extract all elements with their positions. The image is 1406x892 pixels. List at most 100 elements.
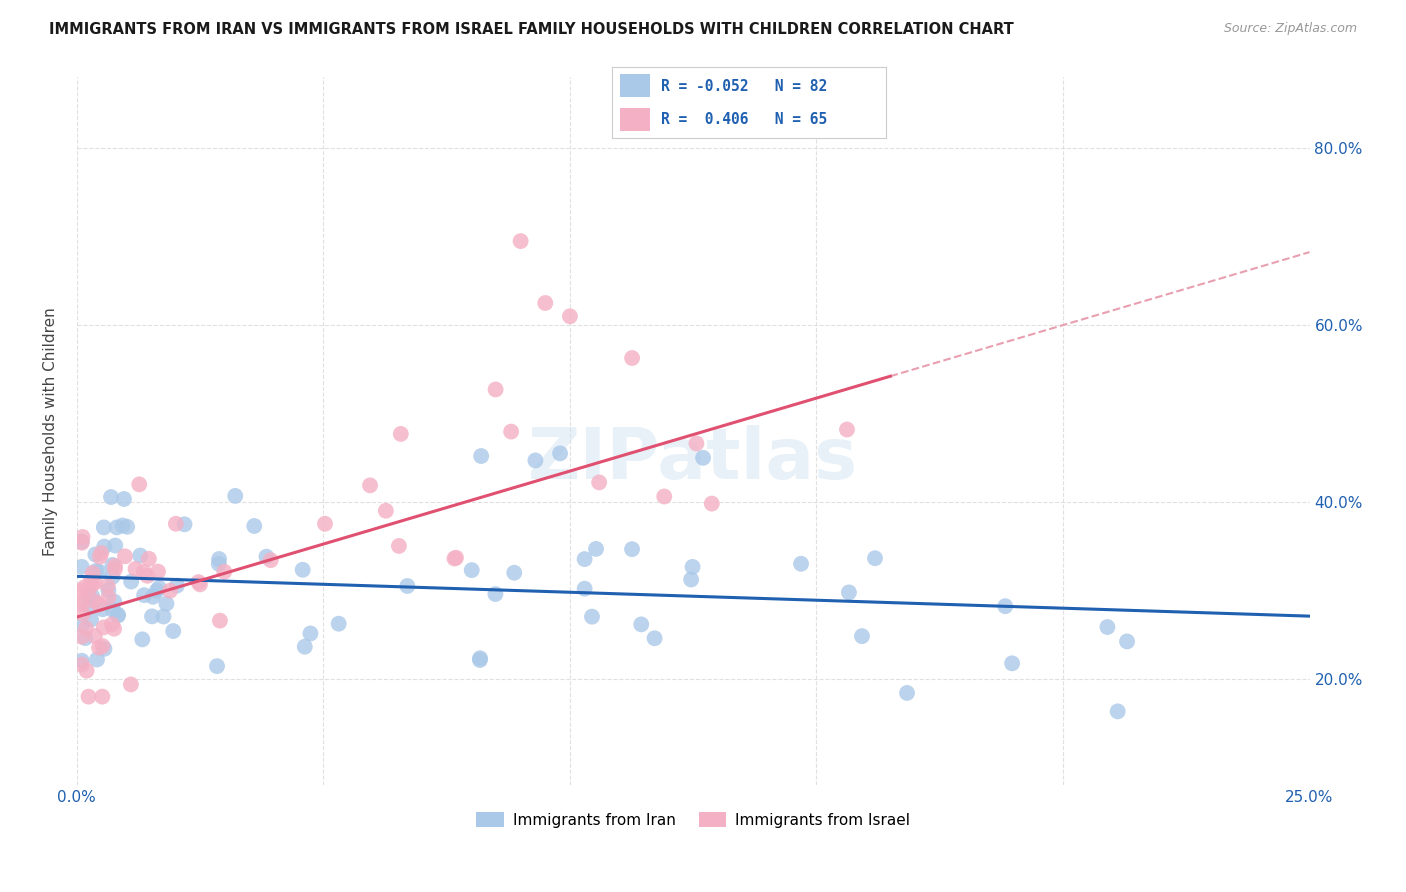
Point bbox=[896, 686, 918, 700]
Point bbox=[70, 630, 93, 644]
Point bbox=[166, 579, 188, 593]
Point bbox=[70, 559, 93, 574]
Point bbox=[104, 559, 127, 574]
Point bbox=[588, 475, 610, 490]
Bar bbox=[620, 108, 650, 131]
Point bbox=[84, 564, 107, 578]
Point bbox=[100, 490, 122, 504]
Point bbox=[214, 565, 236, 579]
Point bbox=[155, 597, 177, 611]
Point bbox=[138, 551, 160, 566]
Point bbox=[146, 583, 169, 598]
Point bbox=[75, 621, 97, 635]
Point bbox=[101, 617, 124, 632]
Point bbox=[685, 436, 707, 450]
Point bbox=[468, 651, 491, 665]
Point bbox=[388, 539, 411, 553]
Point bbox=[558, 310, 581, 324]
Point bbox=[621, 351, 644, 365]
Point bbox=[484, 383, 506, 397]
Point bbox=[461, 563, 484, 577]
Point bbox=[103, 622, 125, 636]
Point bbox=[97, 591, 120, 605]
Legend: Immigrants from Iran, Immigrants from Israel: Immigrants from Iran, Immigrants from Is… bbox=[470, 806, 917, 834]
Point bbox=[87, 640, 110, 655]
Point bbox=[129, 549, 152, 563]
Point bbox=[80, 578, 103, 592]
Point bbox=[141, 609, 163, 624]
Point bbox=[374, 504, 396, 518]
Point bbox=[443, 551, 465, 566]
Point bbox=[120, 574, 142, 589]
Point bbox=[134, 588, 156, 602]
Point bbox=[396, 579, 419, 593]
Point bbox=[294, 640, 316, 654]
Point bbox=[509, 234, 531, 248]
Point bbox=[173, 517, 195, 532]
Point bbox=[291, 563, 314, 577]
Point bbox=[89, 565, 111, 579]
Point bbox=[863, 551, 886, 566]
Point bbox=[82, 566, 104, 581]
Point bbox=[114, 549, 136, 564]
Point bbox=[107, 608, 129, 623]
Point bbox=[256, 549, 278, 564]
Point bbox=[208, 614, 231, 628]
Point bbox=[75, 631, 97, 645]
Point bbox=[70, 654, 93, 668]
Point bbox=[470, 449, 492, 463]
Point bbox=[83, 629, 105, 643]
Point bbox=[93, 520, 115, 534]
Point bbox=[111, 518, 134, 533]
Point bbox=[159, 583, 181, 598]
Point bbox=[165, 516, 187, 531]
Point bbox=[70, 593, 93, 607]
Point bbox=[89, 598, 111, 612]
Point bbox=[132, 565, 155, 579]
Point bbox=[468, 653, 491, 667]
Point bbox=[83, 575, 105, 590]
Point bbox=[70, 583, 93, 598]
Point bbox=[148, 581, 170, 595]
Point bbox=[80, 613, 103, 627]
Point bbox=[70, 619, 93, 633]
Point bbox=[994, 599, 1017, 614]
Point bbox=[187, 575, 209, 590]
Point bbox=[524, 453, 547, 467]
Text: R =  0.406   N = 65: R = 0.406 N = 65 bbox=[661, 112, 827, 128]
Point bbox=[93, 641, 115, 656]
Point bbox=[835, 423, 858, 437]
Point bbox=[124, 562, 146, 576]
Point bbox=[548, 446, 571, 460]
Point bbox=[208, 557, 231, 571]
Point bbox=[299, 626, 322, 640]
Point bbox=[851, 629, 873, 643]
Text: IMMIGRANTS FROM IRAN VS IMMIGRANTS FROM ISRAEL FAMILY HOUSEHOLDS WITH CHILDREN C: IMMIGRANTS FROM IRAN VS IMMIGRANTS FROM … bbox=[49, 22, 1014, 37]
Point bbox=[585, 541, 607, 556]
Point bbox=[224, 489, 246, 503]
Point bbox=[83, 594, 105, 608]
Point bbox=[86, 652, 108, 666]
Point bbox=[621, 542, 644, 557]
Point bbox=[93, 620, 115, 634]
Point bbox=[105, 520, 128, 534]
Point bbox=[90, 546, 112, 560]
Point bbox=[91, 639, 114, 653]
Point bbox=[682, 560, 704, 574]
Point bbox=[77, 690, 100, 704]
Bar bbox=[620, 74, 650, 97]
Point bbox=[70, 535, 93, 549]
Point bbox=[359, 478, 381, 492]
Point bbox=[1001, 657, 1024, 671]
Point bbox=[107, 607, 129, 622]
Point bbox=[104, 539, 127, 553]
Point bbox=[91, 602, 114, 616]
Point bbox=[328, 616, 350, 631]
Point bbox=[72, 607, 94, 621]
Point bbox=[103, 603, 125, 617]
Point bbox=[790, 557, 813, 571]
Point bbox=[97, 583, 120, 598]
Point bbox=[152, 609, 174, 624]
Y-axis label: Family Households with Children: Family Households with Children bbox=[44, 307, 58, 556]
Point bbox=[162, 624, 184, 638]
